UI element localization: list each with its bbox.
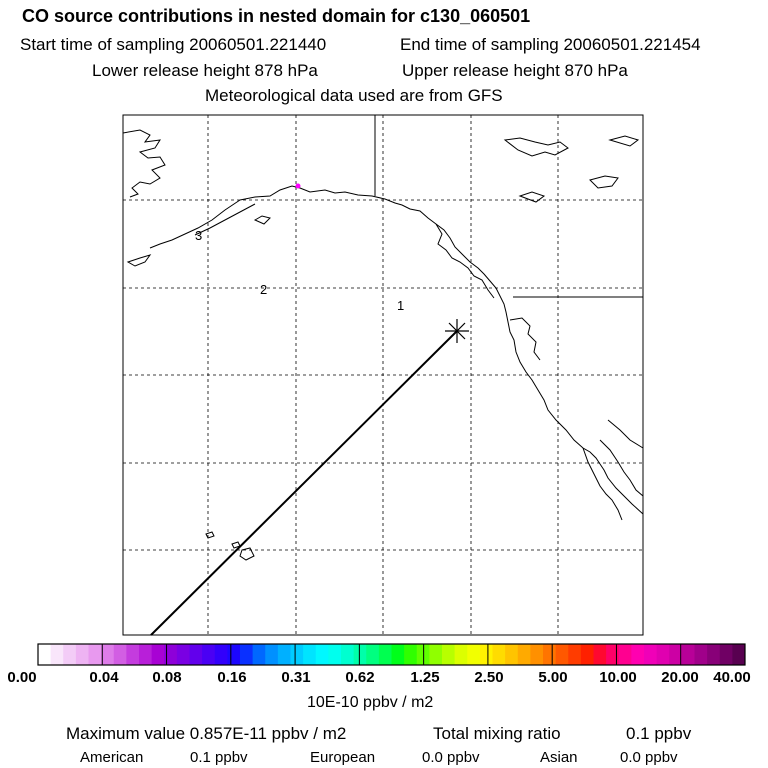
colorbar-swatch: [139, 644, 153, 665]
border-lines: [374, 115, 643, 298]
colorbar-swatch: [202, 644, 216, 665]
colorbar-swatch: [656, 644, 670, 665]
colorbar-swatch: [378, 644, 392, 665]
colorbar-tick-9: 10.00: [599, 669, 637, 686]
colorbar-swatch: [265, 644, 279, 665]
colorbar-swatch: [530, 644, 544, 665]
colorbar-tick-10: 20.00: [661, 669, 699, 686]
colorbar-swatch: [719, 644, 733, 665]
contour-label-1: 1: [397, 298, 404, 313]
colorbar-tick-7: 2.50: [474, 669, 504, 686]
colorbar-swatch: [151, 644, 165, 665]
region-asian-label: Asian: [540, 749, 578, 766]
colorbar-swatch: [176, 644, 190, 665]
colorbar-swatch: [606, 644, 620, 665]
colorbar-swatch: [88, 644, 102, 665]
colorbar-swatch: [240, 644, 254, 665]
grid-lines: [123, 115, 643, 635]
map-frame: [122, 114, 644, 636]
colorbar-swatch: [681, 644, 695, 665]
colorbar-swatch: [227, 644, 241, 665]
colorbar-swatch: [126, 644, 140, 665]
colorbar-swatch: [75, 644, 89, 665]
colorbar-swatch: [328, 644, 342, 665]
colorbar-swatch: [50, 644, 64, 665]
colorbar-swatch: [442, 644, 456, 665]
lower-release-height: Lower release height 878 hPa: [92, 61, 318, 80]
total-mixing-ratio-label: Total mixing ratio: [433, 724, 561, 743]
met-data-source: Meteorological data used are from GFS: [205, 86, 503, 105]
colorbar-swatch: [492, 644, 506, 665]
colorbar-swatch: [505, 644, 519, 665]
colorbar-swatch: [391, 644, 405, 665]
colorbar-tick-0: 0.00: [7, 669, 37, 686]
end-time: End time of sampling 20060501.221454: [400, 35, 701, 54]
colorbar-swatch: [315, 644, 329, 665]
colorbar-swatch: [189, 644, 203, 665]
colorbar-swatch: [353, 644, 367, 665]
total-mixing-ratio-value: 0.1 ppbv: [626, 724, 692, 743]
coastlines: [122, 129, 644, 561]
colorbar-swatch: [618, 644, 632, 665]
colorbar-swatch: [214, 644, 228, 665]
contour-labels: 2 1 3: [195, 228, 404, 313]
colorbar-swatch: [164, 644, 178, 665]
colorbar-swatch: [101, 644, 115, 665]
region-american-value: 0.1 ppbv: [190, 749, 248, 766]
release-point-marker: [445, 319, 469, 343]
colorbar-swatch: [479, 644, 493, 665]
region-american-label: American: [80, 749, 144, 766]
colorbar-swatch: [694, 644, 708, 665]
colorbar-tick-8: 5.00: [538, 669, 568, 686]
colorbar-swatch: [252, 644, 266, 665]
plot-title: CO source contributions in nested domain…: [22, 6, 531, 26]
colorbar-swatch: [555, 644, 569, 665]
colorbar-swatch: [707, 644, 721, 665]
start-time: Start time of sampling 20060501.221440: [20, 35, 327, 54]
maximum-value: Maximum value 0.857E-11 ppbv / m2: [66, 724, 347, 743]
upper-release-height: Upper release height 870 hPa: [402, 61, 628, 80]
colorbar-swatch: [404, 644, 418, 665]
colorbar-tick-3: 0.16: [217, 669, 247, 686]
colorbar-swatch: [113, 644, 127, 665]
colorbar-swatch: [416, 644, 430, 665]
region-european-value: 0.0 ppbv: [422, 749, 480, 766]
colorbar-swatch: [732, 644, 746, 665]
colorbar-swatch: [644, 644, 658, 665]
colorbar-swatch: [467, 644, 481, 665]
colorbar-tick-4: 0.31: [281, 669, 311, 686]
colorbar-swatch: [543, 644, 557, 665]
colorbar-swatch: [366, 644, 380, 665]
colorbar-swatch: [631, 644, 645, 665]
colorbar-swatch: [429, 644, 443, 665]
colorbar-swatch: [517, 644, 531, 665]
colorbar-swatch: [303, 644, 317, 665]
colorbar-swatch: [454, 644, 468, 665]
colorbar-swatch: [277, 644, 291, 665]
colorbar-tick-2: 0.08: [152, 669, 182, 686]
colorbar-tick-6: 1.25: [410, 669, 440, 686]
source-dot: [295, 183, 301, 189]
colorbar-swatch: [63, 644, 77, 665]
colorbar-swatch: [580, 644, 594, 665]
region-asian-value: 0.0 ppbv: [620, 749, 678, 766]
contour-label-2: 2: [260, 282, 267, 297]
colorbar-swatch: [593, 644, 607, 665]
colorbar-swatch: [341, 644, 355, 665]
colorbar-swatch: [669, 644, 683, 665]
trajectory-line: [150, 330, 458, 636]
colorbar-tick-11: 40.00: [713, 669, 751, 686]
colorbar-unit: 10E-10 ppbv / m2: [307, 694, 434, 711]
colorbar-swatch: [38, 644, 52, 665]
colorbar-tick-5: 0.62: [345, 669, 375, 686]
colorbar-swatch: [290, 644, 304, 665]
region-european-label: European: [310, 749, 376, 766]
colorbar-tick-1: 0.04: [89, 669, 119, 686]
contour-label-3: 3: [195, 228, 202, 243]
colorbar-border: [37, 643, 746, 666]
colorbar-swatch: [568, 644, 582, 665]
